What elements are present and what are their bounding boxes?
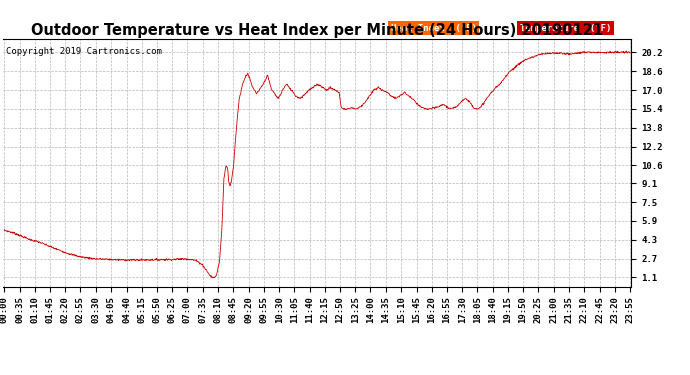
Text: Heat Index  (°F): Heat Index (°F) [391, 24, 477, 33]
Text: Copyright 2019 Cartronics.com: Copyright 2019 Cartronics.com [6, 47, 161, 56]
Text: Temperature  (°F): Temperature (°F) [520, 24, 611, 33]
Title: Outdoor Temperature vs Heat Index per Minute (24 Hours) 20190121: Outdoor Temperature vs Heat Index per Mi… [31, 23, 604, 38]
